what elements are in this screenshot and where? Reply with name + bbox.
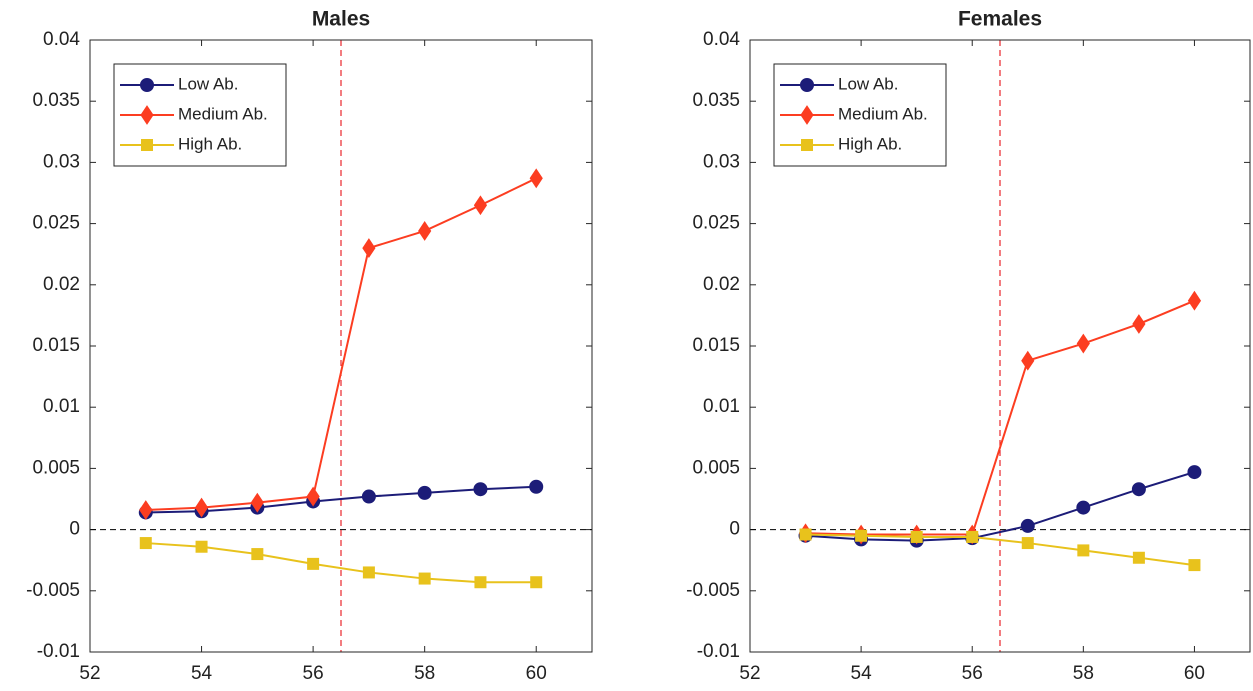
axes-frame — [749, 39, 1251, 653]
marker — [1021, 350, 1035, 371]
y-tick-label: -0.01 — [697, 641, 740, 662]
marker — [1077, 544, 1090, 557]
marker — [800, 78, 814, 92]
marker — [1076, 333, 1090, 354]
legend-label: Low Ab. — [178, 74, 239, 93]
marker — [195, 540, 208, 553]
y-tick-label: 0.02 — [703, 274, 740, 295]
marker — [800, 105, 814, 125]
marker — [966, 530, 979, 543]
marker — [474, 576, 487, 589]
marker — [418, 221, 432, 241]
marker — [362, 238, 376, 258]
y-tick-label: 0.005 — [692, 457, 740, 478]
marker — [1132, 314, 1146, 334]
series-line — [805, 533, 1195, 567]
marker — [1076, 500, 1091, 515]
y-tick-label: 0.015 — [692, 335, 740, 356]
marker — [529, 168, 543, 189]
marker — [1187, 465, 1202, 480]
series-line — [805, 299, 1195, 536]
y-tick-label: 0.025 — [692, 213, 740, 234]
x-tick-label: 60 — [526, 663, 547, 684]
y-tick-label: 0.015 — [32, 335, 80, 356]
x-tick-label: 54 — [851, 663, 873, 684]
marker — [799, 528, 812, 541]
y-tick-label: 0 — [729, 519, 740, 540]
x-tick-label: 60 — [1184, 663, 1205, 684]
chart-title: Females — [958, 8, 1042, 31]
legend-label: Medium Ab. — [838, 104, 928, 123]
x-tick-label: 56 — [962, 663, 983, 684]
marker — [801, 139, 813, 151]
marker — [140, 78, 154, 92]
marker — [473, 482, 488, 497]
marker — [1131, 482, 1146, 497]
y-tick-label: 0.02 — [43, 274, 80, 295]
series-line — [805, 471, 1195, 542]
marker — [251, 548, 264, 561]
marker — [417, 485, 432, 500]
marker — [473, 195, 488, 216]
marker — [141, 139, 153, 151]
x-tick-label: 58 — [414, 663, 435, 684]
series-line — [145, 542, 537, 584]
legend-label: Low Ab. — [838, 74, 899, 93]
marker — [139, 500, 153, 520]
y-tick-label: 0.01 — [43, 396, 80, 417]
marker — [1132, 551, 1145, 564]
marker — [418, 572, 431, 585]
y-tick-label: 0 — [69, 519, 80, 540]
y-tick-label: -0.005 — [686, 580, 740, 601]
y-tick-label: 0.035 — [32, 90, 80, 111]
axes-frame — [89, 39, 593, 653]
x-tick-label: 58 — [1073, 663, 1094, 684]
marker — [306, 486, 320, 507]
x-tick-label: 54 — [191, 663, 213, 684]
marker — [855, 529, 868, 542]
chart-title: Males — [312, 8, 370, 31]
y-tick-label: 0.025 — [32, 213, 80, 234]
legend-label: Medium Ab. — [178, 104, 268, 123]
y-tick-label: 0.04 — [43, 29, 80, 50]
marker — [250, 492, 264, 513]
series-line — [145, 177, 537, 512]
y-tick-label: -0.01 — [37, 641, 80, 662]
marker — [194, 497, 209, 518]
y-tick-label: 0.035 — [692, 90, 740, 111]
legend-label: High Ab. — [178, 134, 242, 153]
marker — [529, 479, 544, 494]
marker — [140, 105, 154, 125]
marker — [530, 576, 543, 589]
y-tick-label: 0.03 — [43, 151, 80, 172]
marker — [307, 557, 320, 570]
x-tick-label: 52 — [79, 663, 100, 684]
x-tick-label: 52 — [739, 663, 760, 684]
marker — [1187, 290, 1202, 311]
legend-label: High Ab. — [838, 134, 902, 153]
marker — [1188, 559, 1201, 572]
marker — [362, 566, 375, 579]
marker — [361, 489, 376, 504]
series-line — [145, 485, 537, 514]
y-tick-label: 0.005 — [32, 457, 80, 478]
x-tick-label: 56 — [303, 663, 324, 684]
y-tick-label: 0.04 — [703, 29, 740, 50]
marker — [1020, 518, 1035, 533]
y-tick-label: 0.03 — [703, 151, 740, 172]
y-tick-label: 0.01 — [703, 396, 740, 417]
marker — [139, 537, 152, 550]
y-tick-label: -0.005 — [26, 580, 80, 601]
marker — [910, 530, 923, 543]
marker — [1021, 537, 1034, 550]
